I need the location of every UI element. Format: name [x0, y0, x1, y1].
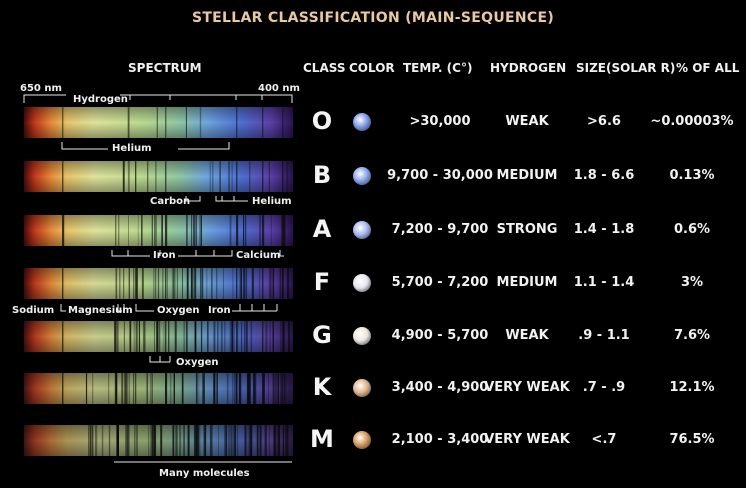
- page-title: STELLAR CLASSIFICATION (MAIN-SEQUENCE): [191, 10, 555, 26]
- size-value: 1.8 - 6.6: [573, 168, 635, 183]
- class-letter: M: [310, 425, 334, 453]
- label-calcium: Calcium: [236, 250, 281, 261]
- class-letter: O: [311, 107, 333, 135]
- star-color-swatch: [353, 327, 371, 345]
- class-letter: B: [312, 161, 332, 189]
- size-value: 1.1 - 1.4: [573, 275, 635, 290]
- hydrogen-strength: VERY WEAK: [484, 380, 570, 395]
- percent-value: 12.1%: [669, 380, 715, 395]
- header-color: COLOR: [349, 61, 395, 75]
- star-color-swatch: [353, 167, 371, 185]
- size-value: >6.6: [587, 114, 621, 129]
- header-size: SIZE(SOLAR R): [576, 61, 676, 75]
- label-iron-a: Iron: [153, 250, 176, 261]
- label-sodium: Sodium: [12, 305, 55, 316]
- temperature-value: 9,700 - 30,000: [387, 168, 493, 183]
- temperature-value: 7,200 - 9,700: [391, 222, 489, 237]
- percent-value: 0.13%: [669, 168, 715, 183]
- label-helium-o: Helium: [112, 143, 152, 154]
- temperature-value: >30,000: [409, 114, 471, 129]
- spectrum-g: [24, 321, 293, 352]
- temperature-value: 2,100 - 3,400: [391, 432, 489, 447]
- hydrogen-strength: MEDIUM: [496, 168, 558, 183]
- hydrogen-strength: WEAK: [505, 114, 549, 129]
- label-oxygen-g: Oxygen: [176, 357, 219, 368]
- header-temp: TEMP. (C°): [403, 61, 473, 75]
- hydrogen-strength: MEDIUM: [496, 275, 558, 290]
- header-spectrum: SPECTRUM: [128, 61, 202, 75]
- star-color-swatch: [353, 113, 371, 131]
- percent-value: ~0.00003%: [650, 114, 734, 129]
- spectrum-m: [24, 425, 293, 456]
- label-carbon: Carbon: [150, 196, 191, 207]
- percent-value: 0.6%: [673, 222, 711, 237]
- size-value: .7 - .9: [582, 380, 626, 395]
- hydrogen-lines-label: Hydrogen: [70, 94, 131, 105]
- size-value: 1.4 - 1.8: [573, 222, 635, 237]
- class-letter: A: [312, 215, 332, 243]
- percent-value: 3%: [680, 275, 704, 290]
- hydrogen-strength: VERY WEAK: [484, 432, 570, 447]
- class-letter: G: [312, 321, 332, 349]
- star-color-swatch: [353, 221, 371, 239]
- header-hydrogen: HYDROGEN: [490, 61, 567, 75]
- star-color-swatch: [353, 379, 371, 397]
- spectrum-a: [24, 215, 293, 246]
- wavelength-left-label: 650 nm: [20, 83, 62, 94]
- label-magnesium: Magnesium: [68, 305, 133, 316]
- wavelength-right-label: 400 nm: [258, 83, 300, 94]
- percent-value: 76.5%: [669, 432, 715, 447]
- size-value: .9 - 1.1: [578, 328, 630, 343]
- label-iron-f: Iron: [208, 305, 231, 316]
- percent-value: 7.6%: [673, 328, 711, 343]
- spectrum-o: [24, 107, 293, 138]
- size-value: <.7: [591, 432, 617, 447]
- temperature-value: 4,900 - 5,700: [391, 328, 489, 343]
- temperature-value: 3,400 - 4,900: [391, 380, 489, 395]
- spectrum-f: [24, 268, 293, 299]
- star-color-swatch: [353, 431, 371, 449]
- temperature-value: 5,700 - 7,200: [391, 275, 489, 290]
- label-helium-b: Helium: [252, 196, 292, 207]
- hydrogen-strength: WEAK: [505, 328, 549, 343]
- hydrogen-strength: STRONG: [496, 222, 558, 237]
- label-oxygen-f: Oxygen: [157, 305, 200, 316]
- label-molecules: Many molecules: [159, 468, 250, 479]
- header-class: CLASS: [303, 61, 346, 75]
- star-color-swatch: [353, 274, 371, 292]
- class-letter: K: [312, 373, 332, 401]
- spectrum-b: [24, 161, 293, 192]
- header-percent: % OF ALL: [676, 61, 740, 75]
- class-letter: F: [313, 268, 331, 296]
- spectrum-k: [24, 373, 293, 404]
